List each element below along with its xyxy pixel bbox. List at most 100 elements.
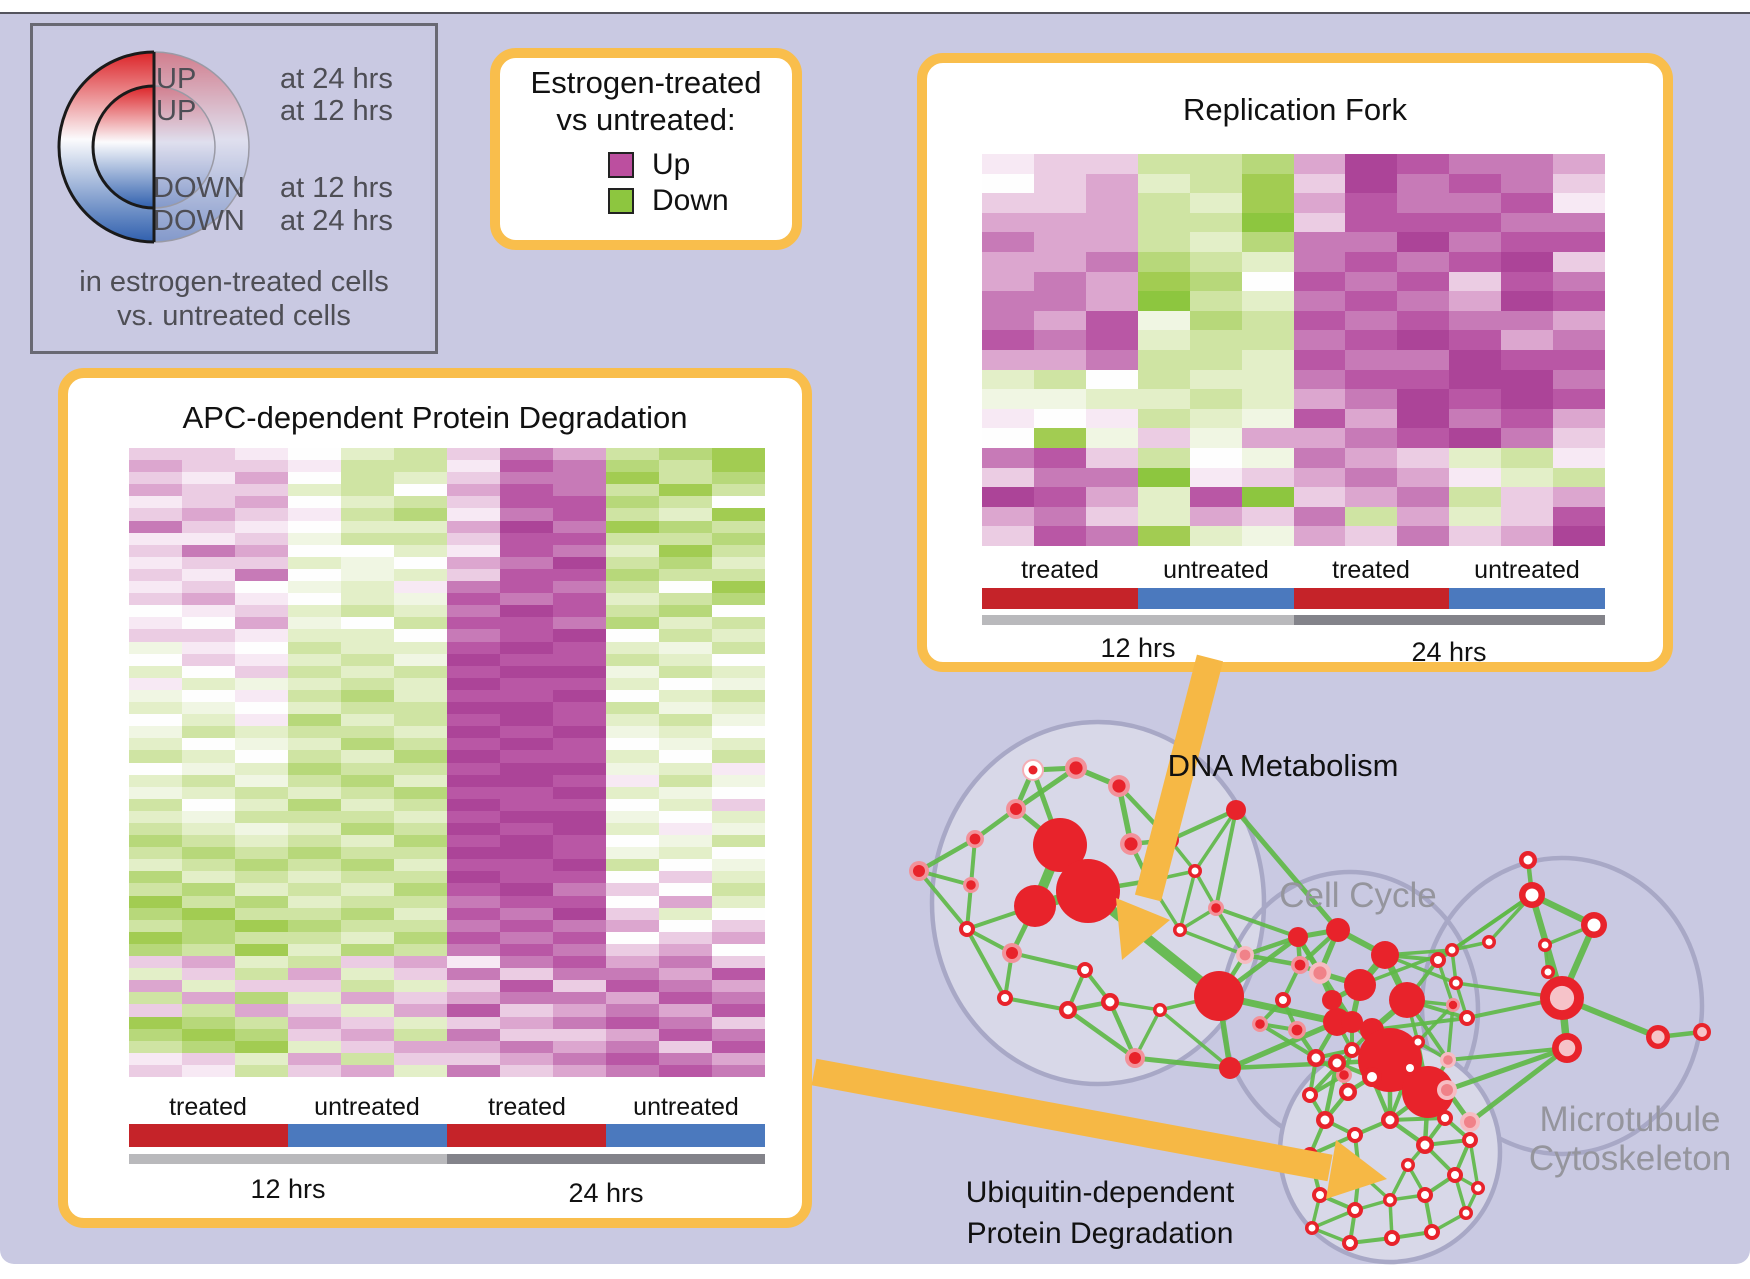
heatmap-cell: [288, 835, 341, 848]
heatmap-cell: [235, 810, 288, 823]
down-label: Down: [652, 184, 729, 217]
heatmap-cell: [1189, 173, 1242, 194]
heatmap-cell: [447, 931, 500, 944]
heatmap-cell: [982, 232, 1034, 252]
heatmap-cell: [1501, 291, 1554, 311]
heatmap-cell: [1397, 350, 1450, 370]
heatmap-cell: [447, 520, 500, 533]
heatmap-cell: [182, 762, 235, 775]
heatmap-cell: [1241, 428, 1294, 448]
heatmap-cell: [288, 907, 341, 920]
heatmap-cell: [1501, 271, 1554, 292]
heatmap-cell: [712, 810, 765, 823]
heatmap-cell: [659, 593, 712, 606]
heatmap-cell: [182, 786, 235, 799]
heatmap-cell: [712, 1052, 765, 1065]
heatmap-cell: [553, 653, 606, 666]
heatmap-cell: [659, 520, 712, 533]
heatmap-cell: [500, 484, 553, 497]
heatmap-cell: [341, 702, 394, 715]
heatmap-cell: [288, 762, 341, 775]
heatmap-cell: [341, 556, 394, 569]
heatmap-cell: [235, 1004, 288, 1017]
heatmap-cell: [1345, 408, 1398, 429]
heatmap-cell: [553, 980, 606, 993]
heatmap-cell: [1449, 506, 1502, 527]
heatmap-cell: [1033, 487, 1086, 507]
heatmap-cell: [1085, 330, 1138, 350]
heatmap-cell: [606, 1040, 659, 1053]
heatmap-cell: [235, 641, 288, 654]
heatmap-cell: [500, 1064, 553, 1077]
heatmap-cell: [1085, 526, 1138, 546]
heatmap-cell: [182, 847, 235, 860]
heatmap-cell: [341, 980, 394, 993]
heatmap-cell: [182, 714, 235, 727]
heatmap-cell: [235, 1040, 288, 1053]
heatmap-cell: [288, 956, 341, 969]
heatmap-cell: [500, 568, 553, 582]
heatmap-cell: [394, 544, 447, 557]
heatmap-cell: [447, 835, 500, 848]
heatmap-cell: [982, 526, 1034, 546]
heatmap-cell: [447, 847, 500, 860]
heatmap-cell: [1137, 428, 1190, 448]
heatmap-cell: [235, 822, 288, 836]
heatmap-cell: [1449, 448, 1502, 468]
heatmap-cell: [235, 1064, 288, 1077]
heatmap-cell: [500, 1016, 553, 1029]
heatmap-cell: [341, 1028, 394, 1041]
heatmap-cell: [182, 617, 235, 630]
up-label: Up: [652, 148, 691, 181]
heatmap-cell: [288, 1064, 341, 1077]
heatmap-cell: [341, 460, 394, 473]
heatmap-cell: [394, 1004, 447, 1017]
heatmap-cell: [553, 931, 606, 944]
heatmap-cell: [182, 508, 235, 521]
heatmap-cell: [659, 1028, 712, 1041]
heatmap-cell: [182, 1064, 235, 1077]
heatmap-cell: [500, 714, 553, 727]
heatmap-cell: [288, 665, 341, 678]
heatmap-cell: [500, 617, 553, 630]
legend-down-12-dir: DOWN: [153, 172, 245, 204]
heatmap-cell: [447, 677, 500, 690]
heatmap-cell: [712, 919, 765, 932]
heatmap-cell: [182, 629, 235, 642]
heatmap-cell: [606, 532, 659, 545]
heatmap-cell: [1397, 330, 1450, 350]
heatmap-cell: [712, 568, 765, 582]
heatmap-cell: [1137, 271, 1190, 292]
heatmap-cell: [182, 496, 235, 509]
heatmap-cell: [182, 835, 235, 848]
apc-bar-12hrs: [129, 1154, 447, 1164]
heatmap-cell: [235, 556, 288, 569]
heatmap-cell: [182, 689, 235, 703]
heatmap-cell: [1033, 212, 1086, 233]
updown-title-line2: vs untreated:: [556, 102, 736, 137]
heatmap-cell: [1033, 526, 1086, 546]
heatmap-cell: [500, 919, 553, 932]
heatmap-cell: [288, 774, 341, 787]
heatmap-cell: [1137, 487, 1190, 507]
heatmap-cell: [659, 665, 712, 678]
rep-bar-untreated-24: [1449, 588, 1605, 609]
heatmap-cell: [712, 1016, 765, 1029]
heatmap-cell: [1345, 291, 1398, 311]
heatmap-cell: [606, 956, 659, 969]
heatmap-cell: [1085, 310, 1138, 331]
heatmap-cell: [659, 822, 712, 836]
heatmap-cell: [659, 835, 712, 848]
heatmap-cell: [447, 617, 500, 630]
heatmap-cell: [129, 859, 182, 872]
heatmap-cell: [129, 883, 182, 896]
heatmap-cell: [659, 605, 712, 618]
heatmap-cell: [288, 1040, 341, 1053]
heatmap-cell: [553, 714, 606, 727]
heatmap-cell: [447, 871, 500, 884]
heatmap-cell: [500, 956, 553, 969]
heatmap-cell: [1345, 506, 1398, 527]
heatmap-cell: [447, 810, 500, 823]
heatmap-cell: [659, 968, 712, 981]
heatmap-cell: [341, 810, 394, 823]
